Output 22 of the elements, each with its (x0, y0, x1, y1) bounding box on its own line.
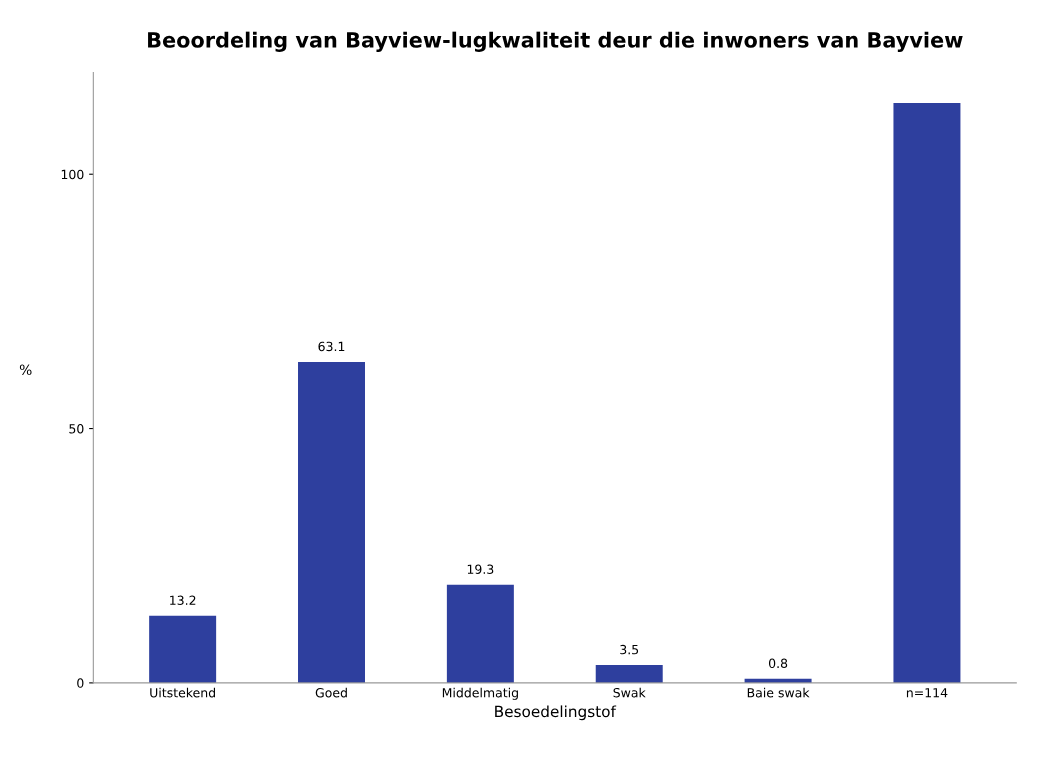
data-label: 3.5 (620, 644, 639, 655)
x-tick-label: Baie swak (747, 687, 810, 698)
data-label: 0.8 (768, 658, 788, 669)
data-label: 13.2 (170, 595, 196, 605)
x-tick-label: Goed (315, 687, 347, 698)
y-tick-label: 50 (69, 424, 84, 434)
bar (893, 103, 961, 683)
bar (149, 615, 217, 683)
data-label: 63.1 (318, 341, 345, 352)
y-tick-label: 100 (61, 169, 84, 180)
x-tick-label: Swak (613, 687, 646, 698)
x-tick-label: n=114 (906, 688, 948, 698)
x-axis-title: Besoedelingstof (495, 705, 617, 721)
x-tick-label: Middelmatig (442, 687, 518, 700)
x-tick-label: Uitstekend (150, 687, 215, 698)
y-axis-title: % (19, 364, 32, 375)
bar (446, 584, 514, 683)
bar (298, 361, 365, 683)
chart-title: Beoordeling van Bayview-lugkwaliteit deur die inwoners van Bayview (148, 31, 963, 52)
y-tick-label: 0 (77, 678, 84, 688)
bar (595, 665, 663, 683)
data-label: 19.3 (467, 564, 494, 574)
